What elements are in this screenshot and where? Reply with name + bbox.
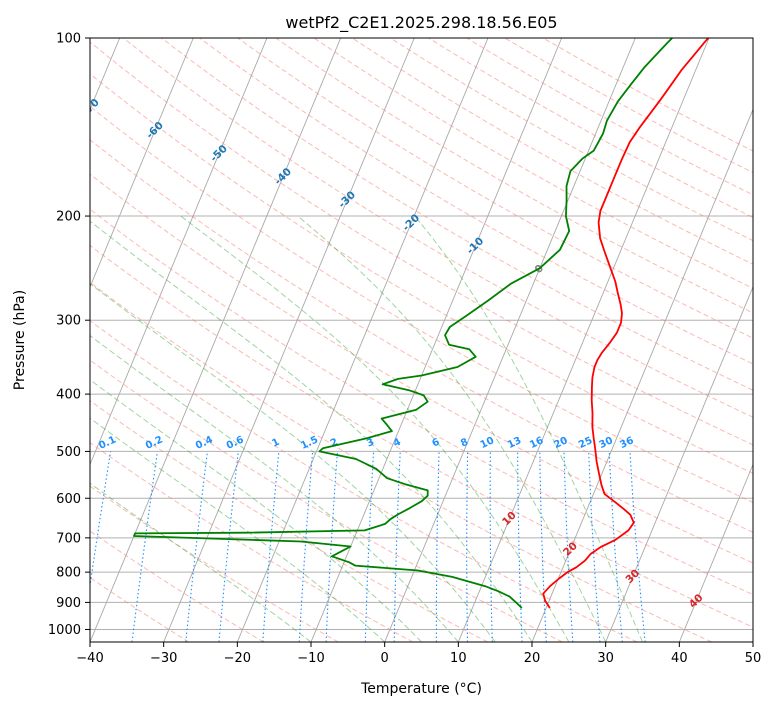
- isotherm-line: [678, 463, 753, 642]
- y-tick-label: 300: [56, 314, 81, 329]
- y-tick-label: 400: [56, 388, 81, 403]
- mixing-ratio-label: 8: [459, 437, 470, 450]
- mixing-ratio-line: [185, 451, 209, 642]
- isotherm-line: [531, 108, 753, 642]
- dry-adiabat-line: [90, 41, 753, 446]
- mixing-ratio-line: [218, 451, 239, 642]
- mixing-ratio-line: [131, 451, 159, 642]
- mixing-ratio-label: 2: [329, 437, 340, 450]
- dry-adiabat-line: [90, 208, 753, 596]
- axes: −40 −30 −20 −10 0 10 20 30 40 50 100 200 300 400 500 60…: [48, 32, 761, 667]
- isotherm-line: [163, 38, 415, 642]
- moist-adiabat-line: [90, 334, 459, 642]
- sounding-profiles: [133, 38, 709, 609]
- moist-adiabat-line: [90, 482, 312, 642]
- moist-adiabat-line: [90, 282, 496, 642]
- y-tick-label: 200: [56, 210, 81, 225]
- dewpoint-profile-line: [133, 38, 673, 609]
- x-tick-label: −10: [297, 651, 324, 666]
- dry-adiabat-line: [237, 38, 753, 339]
- mixing-ratio-label: 4: [392, 437, 403, 450]
- dry-adiabat-line: [90, 359, 563, 642]
- y-tick-label: 600: [56, 492, 81, 507]
- dry-adiabat-line: [90, 320, 638, 642]
- isotherm-line: [384, 38, 636, 642]
- mixing-ratio-label: 30: [598, 435, 615, 451]
- moist-adiabat-line: [414, 215, 643, 642]
- y-tick-label: 500: [56, 445, 81, 460]
- isotherm-line: [90, 38, 194, 289]
- dry-adiabat-line: [90, 530, 264, 642]
- mixing-ratio-label: 3: [365, 437, 376, 450]
- y-tick-label: 800: [56, 566, 81, 581]
- y-tick-label: 1000: [48, 623, 81, 638]
- dry-adiabat-line: [313, 38, 753, 289]
- dry-adiabat-line: [90, 139, 753, 533]
- x-axis-label: Temperature (°C): [360, 681, 482, 697]
- isotherm-line: [90, 38, 342, 642]
- x-tick-label: 10: [450, 651, 467, 666]
- dry-adiabat-line: [275, 38, 753, 314]
- x-tick-label: 20: [524, 651, 541, 666]
- x-tick-label: 30: [597, 651, 614, 666]
- dry-adiabat-line: [90, 485, 339, 642]
- mixing-ratio-label: 13: [506, 435, 523, 451]
- x-tick-label: 50: [745, 651, 762, 666]
- temperature-profile-line: [542, 38, 709, 609]
- x-tick-label: 40: [671, 651, 688, 666]
- mixing-ratio-line: [90, 451, 112, 590]
- y-tick-label: 700: [56, 531, 81, 546]
- x-tick-label: 0: [381, 651, 389, 666]
- y-axis-label: Pressure (hPa): [12, 290, 28, 390]
- isotherm-label: -70: [80, 96, 102, 118]
- mixing-ratio-label: 16: [528, 435, 545, 451]
- moist-adiabat-line: [90, 417, 386, 642]
- mixing-ratio-label: 6: [431, 437, 442, 450]
- x-tick-label: −20: [224, 651, 251, 666]
- moist-adiabat-line: [90, 220, 533, 642]
- mixing-ratio-label: 20: [552, 435, 569, 451]
- y-tick-label: 900: [56, 596, 81, 611]
- x-tick-label: −30: [150, 651, 177, 666]
- dry-adiabat-line: [90, 400, 488, 642]
- isotherm-line: [457, 38, 710, 642]
- isotherm-line: [90, 38, 268, 466]
- dry-adiabat-line: [90, 105, 753, 503]
- mixing-ratio-label: 10: [479, 435, 496, 451]
- x-tick-label: −40: [76, 651, 103, 666]
- moist-adiabat-line: [297, 215, 607, 642]
- mixing-ratio-label: 1: [270, 437, 281, 450]
- dry-adiabat-line: [122, 38, 753, 418]
- y-tick-label: 100: [56, 32, 81, 47]
- mixing-ratio-label: 36: [618, 435, 635, 451]
- moist-adiabat-line: [180, 215, 570, 642]
- plot-frame: [89, 37, 754, 643]
- dry-adiabat-line: [90, 173, 753, 564]
- dry-adiabat-line: [90, 281, 712, 642]
- isotherm-line: [605, 285, 753, 642]
- dry-adiabat-line: [90, 244, 753, 628]
- dry-adiabat-line: [90, 73, 753, 474]
- chart-title: wetPf2_C2E1.2025.298.18.56.E05: [285, 13, 557, 33]
- mixing-ratio-label: 25: [577, 435, 594, 451]
